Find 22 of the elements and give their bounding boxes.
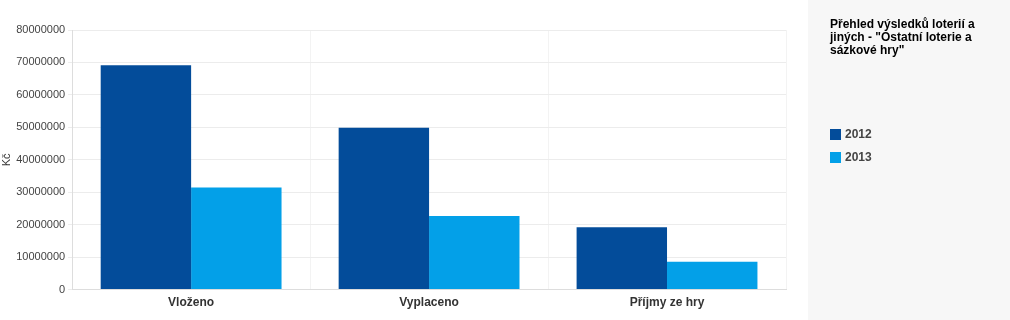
x-tick-label: Vloženo [168, 295, 215, 310]
y-tick-label: 70000000 [16, 55, 66, 68]
text: Přehled výsledků loterií a jiných - "Ostatní loterie a sázkové hry" [830, 17, 976, 57]
bar [576, 227, 668, 290]
x-tick-label: Příjmy ze hry [629, 295, 705, 310]
bar [667, 261, 758, 290]
bar [100, 65, 192, 290]
y-tick-label: 50000000 [16, 120, 66, 133]
bar [429, 215, 520, 290]
y-tick-label: 80000000 [16, 23, 66, 36]
bar [191, 187, 282, 290]
y-tick-label: 10000000 [16, 250, 66, 263]
y-axis-title: Kč [0, 152, 12, 167]
y-tick-label: 20000000 [16, 217, 66, 230]
legend-label: 2012 [845, 127, 872, 141]
legend-label: 2013 [845, 150, 872, 164]
y-tick-label: 60000000 [16, 87, 66, 100]
y-tick-label: 0 [59, 282, 66, 295]
x-tick-label: Vyplaceno [399, 295, 459, 310]
y-tick-label: 40000000 [16, 152, 66, 165]
bar [338, 127, 430, 290]
y-tick-label: 30000000 [16, 185, 66, 198]
